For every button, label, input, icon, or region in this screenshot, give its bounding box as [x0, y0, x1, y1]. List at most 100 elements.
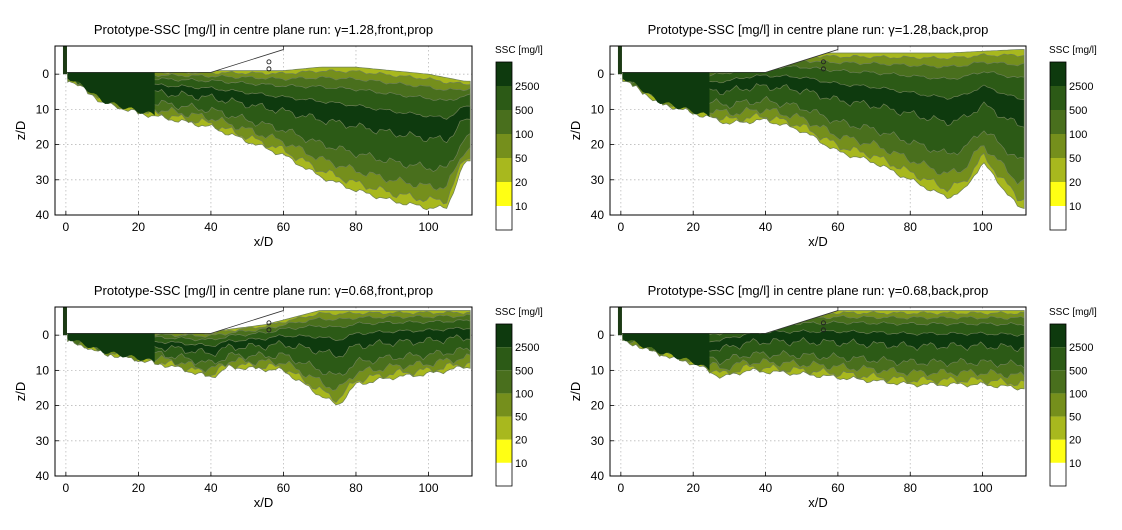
x-tick-label: 0 [618, 220, 625, 234]
colorbar-swatch [496, 110, 512, 134]
x-axis-label: x/D [808, 495, 828, 510]
x-tick-label: 60 [831, 481, 845, 495]
colorbar-label: 10 [1069, 458, 1081, 470]
colorbar-label: 100 [515, 388, 533, 400]
plume-core [67, 333, 155, 363]
y-axis-label: z/D [568, 382, 583, 402]
x-tick-label: 100 [418, 481, 438, 495]
chart-panel-3: 0 20 40 60 80 100 0 10 20 30 40 Prototype-SSC [mg/l… [13, 283, 543, 510]
colorbar-swatch [1050, 182, 1066, 206]
colorbar-label: 20 [515, 435, 527, 447]
x-tick-label: 20 [132, 481, 146, 495]
colorbar-label: 100 [1069, 129, 1087, 141]
colorbar-label: 500 [515, 105, 533, 117]
colorbar-swatch [496, 370, 512, 394]
y-tick-label: 20 [591, 399, 605, 413]
propeller-icon [820, 327, 826, 333]
x-tick-label: 80 [904, 220, 918, 234]
x-tick-label: 60 [277, 220, 291, 234]
colorbar-label: 50 [515, 412, 527, 424]
colorbar-label: 2500 [515, 342, 539, 354]
propeller-icon [820, 66, 826, 72]
plume [622, 49, 1025, 209]
colorbar-swatch [496, 86, 512, 110]
colorbar-label: 10 [515, 201, 527, 213]
x-axis-label: x/D [808, 234, 828, 249]
x-tick-label: 40 [204, 220, 218, 234]
propeller-icon [266, 327, 272, 333]
y-tick-label: 10 [591, 363, 605, 377]
colorbar-swatch [1050, 416, 1066, 440]
y-tick-label: 0 [597, 328, 604, 342]
y-axis-label: z/D [13, 121, 28, 141]
y-tick-label: 40 [36, 469, 50, 483]
x-tick-label: 100 [973, 220, 993, 234]
colorbar-swatch [1050, 206, 1066, 230]
propeller-icon [820, 320, 826, 326]
colorbar-swatch [1050, 370, 1066, 394]
colorbar-swatch [1050, 439, 1066, 463]
plume-core [67, 72, 155, 116]
y-tick-label: 30 [36, 173, 50, 187]
y-tick-label: 20 [591, 138, 605, 152]
y-tick-label: 40 [36, 208, 50, 222]
colorbar-label: 2500 [1069, 342, 1093, 354]
chart-title: Prototype-SSC [mg/l] in centre plane run… [94, 283, 433, 298]
chart-title: Prototype-SSC [mg/l] in centre plane run… [648, 22, 989, 37]
chart-title: Prototype-SSC [mg/l] in centre plane run… [648, 283, 989, 298]
chart-panel-1: 0 20 40 60 80 100 0 10 20 30 40 Prototype-SSC [mg/l… [13, 22, 543, 249]
colorbar-label: 50 [1069, 153, 1081, 165]
x-tick-label: 0 [63, 220, 70, 234]
colorbar-label: 10 [1069, 201, 1081, 213]
plume-contour-5 [622, 73, 1025, 128]
pipe-icon [617, 46, 622, 75]
axes-frame [609, 306, 1027, 477]
colorbar-swatch [496, 416, 512, 440]
x-tick-label: 40 [759, 220, 773, 234]
x-tick-label: 60 [831, 220, 845, 234]
colorbar: SSC [mg/l] 2500 500 100 50 20 10 [495, 45, 543, 231]
y-tick-label: 20 [36, 138, 50, 152]
y-tick-label: 40 [591, 208, 605, 222]
colorbar: SSC [mg/l] 2500 500 100 50 20 10 [1049, 45, 1097, 231]
pipe-icon [617, 307, 622, 336]
colorbar-swatch [496, 182, 512, 206]
colorbar-swatch [1050, 86, 1066, 110]
colorbar-label: 50 [1069, 412, 1081, 424]
colorbar-label: 20 [515, 177, 527, 189]
y-tick-label: 10 [36, 102, 50, 116]
chart-panel-2: 0 20 40 60 80 100 0 10 20 30 40 Prototype-SSC [mg/l… [568, 22, 1097, 249]
propeller-icon [820, 59, 826, 65]
colorbar-swatch [496, 462, 512, 486]
colorbar-swatch [496, 206, 512, 230]
colorbar-swatch [1050, 324, 1066, 348]
colorbar-label: 2500 [515, 81, 539, 93]
x-tick-label: 0 [618, 481, 625, 495]
colorbar-label: 50 [515, 153, 527, 165]
colorbar-swatch [1050, 110, 1066, 134]
colorbar: SSC [mg/l] 2500 500 100 50 20 10 [495, 307, 543, 487]
chart-title: Prototype-SSC [mg/l] in centre plane run… [94, 22, 433, 37]
colorbar-label: 10 [515, 458, 527, 470]
y-tick-label: 20 [36, 399, 50, 413]
x-tick-label: 100 [418, 220, 438, 234]
plume-core [622, 68, 710, 118]
colorbar-frame [495, 323, 513, 487]
colorbar-swatch [496, 324, 512, 348]
y-tick-label: 30 [591, 173, 605, 187]
colorbar-title: SSC [mg/l] [1049, 307, 1097, 318]
colorbar-swatch [496, 393, 512, 417]
colorbar-label: 500 [1069, 105, 1087, 117]
colorbar: SSC [mg/l] 2500 500 100 50 20 10 [1049, 307, 1097, 487]
colorbar-frame [495, 61, 513, 231]
colorbar-title: SSC [mg/l] [1049, 45, 1097, 56]
colorbar-label: 500 [1069, 365, 1087, 377]
y-tick-label: 0 [42, 328, 49, 342]
colorbar-swatch [1050, 62, 1066, 86]
propeller-icon [266, 59, 272, 65]
vessel-hull [617, 306, 839, 336]
colorbar-frame [1049, 323, 1067, 487]
colorbar-swatch [496, 134, 512, 158]
colorbar-swatch [496, 347, 512, 371]
